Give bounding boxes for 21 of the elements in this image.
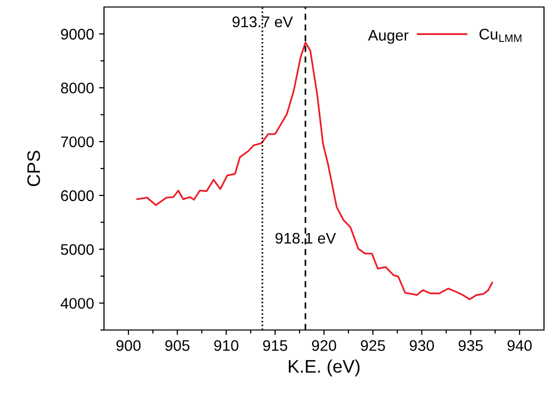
x-axis-title: K.E. (eV): [288, 360, 360, 376]
y-tick-label: 8000: [60, 82, 94, 94]
x-tick-label: 900: [116, 340, 141, 351]
x-tick-label: 905: [165, 340, 190, 351]
y-axis-title: CPS: [27, 150, 40, 186]
ref-line-label: 913.7 eV: [232, 16, 293, 28]
x-tick-label: 910: [214, 340, 238, 351]
legend-title: Auger: [368, 30, 408, 44]
y-tick-label: 7000: [61, 136, 94, 148]
x-tick-label: 930: [410, 340, 434, 351]
x-tick-label: 935: [458, 340, 483, 351]
y-tick-label: 6000: [61, 190, 94, 202]
x-tick-label: 925: [360, 340, 385, 351]
ref-line-label: 918.1 eV: [276, 232, 336, 244]
y-tick-label: 9000: [61, 28, 94, 40]
x-tick-label: 920: [312, 340, 336, 351]
x-tick-label: 915: [263, 340, 288, 351]
y-tick-label: 5000: [60, 244, 94, 255]
x-tick-label: 940: [508, 340, 532, 351]
legend-label: Cu$_{LMM}$: [480, 28, 522, 42]
y-tick-label: 4000: [60, 298, 94, 309]
